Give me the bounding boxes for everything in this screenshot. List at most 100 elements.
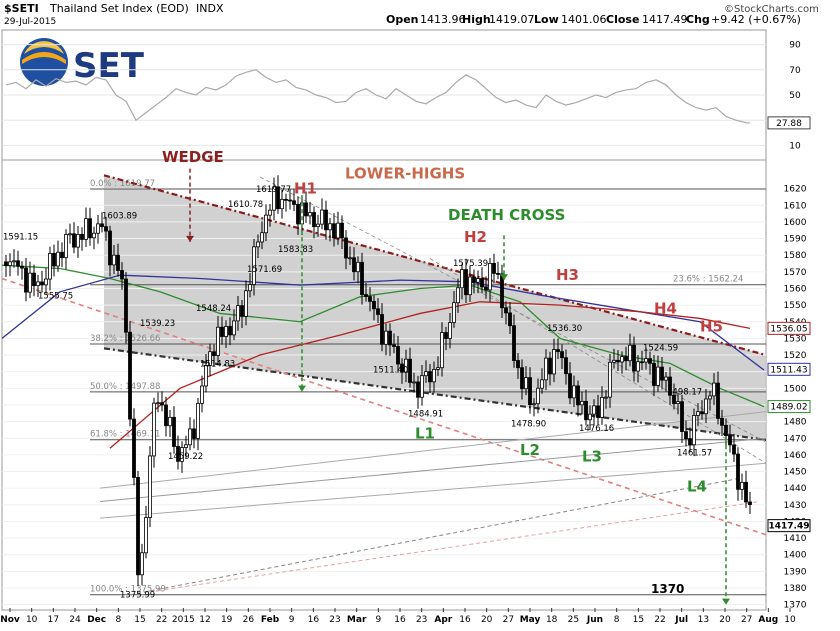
annotation-label: H2	[464, 228, 487, 246]
price-tick-label: 1390	[784, 567, 807, 577]
logo-text: SET	[73, 46, 145, 86]
candle-body	[416, 381, 420, 398]
candle-body	[468, 276, 472, 296]
x-tick-label: 18	[546, 615, 558, 625]
low-label: Low	[534, 13, 559, 26]
candle-body	[96, 223, 100, 234]
x-tick-label: 23	[329, 615, 340, 625]
x-tick-label: 27	[503, 615, 514, 625]
candle-body	[676, 401, 680, 405]
candle-body	[404, 358, 408, 373]
candle-body	[548, 357, 552, 375]
candle-body	[368, 296, 372, 302]
candle-body	[412, 381, 416, 384]
price-tick-label: 1480	[784, 418, 807, 428]
symbol: $SETI	[4, 2, 39, 15]
annotation-label: WEDGE	[162, 148, 224, 166]
price-tick-label: 1430	[784, 501, 807, 511]
x-tick-label: 22	[654, 615, 665, 625]
candle-body	[120, 270, 124, 280]
annotation-label: L4	[687, 478, 707, 496]
candle-body	[380, 314, 384, 345]
candle-body	[24, 267, 28, 293]
side-value-label: 1417.49	[769, 522, 810, 532]
candle-body	[184, 444, 188, 449]
gray-fan-line	[99, 462, 767, 519]
price-label: 1524.59	[643, 343, 678, 353]
side-value-label: 1536.05	[770, 324, 807, 334]
candle-body	[344, 237, 348, 259]
candle-body	[256, 241, 260, 248]
candle-body	[280, 198, 284, 210]
candle-body	[124, 278, 128, 333]
rsi-last-value: 27.88	[776, 119, 802, 129]
candle-body	[112, 254, 116, 266]
candle-body	[608, 361, 612, 398]
candle-body	[148, 455, 152, 518]
candle-body	[408, 358, 412, 383]
price-label: 1461.57	[677, 448, 712, 458]
candle-body	[684, 431, 688, 439]
high-label: High	[462, 13, 491, 26]
price-tick-label: 1520	[784, 351, 807, 361]
candle-body	[536, 387, 540, 405]
candle-body	[696, 411, 700, 416]
candle-body	[252, 246, 256, 285]
candle-body	[172, 416, 176, 447]
candle-body	[320, 209, 324, 225]
close-label: Close	[606, 13, 639, 26]
x-tick-label: 16	[459, 615, 471, 625]
x-tick-label: 15	[633, 615, 644, 625]
rsi-tick-label: 70	[789, 66, 801, 76]
fib-label: 0.0% : 1619.77	[90, 179, 155, 189]
candle-body	[220, 326, 224, 337]
candle-body	[556, 349, 560, 353]
candle-body	[580, 400, 584, 406]
candle-body	[364, 294, 368, 297]
index-name: Thailand Set Index (EOD)	[49, 2, 189, 15]
candle-body	[432, 369, 436, 383]
x-tick-label: 10	[26, 615, 38, 625]
candle-body	[572, 385, 576, 399]
candle-body	[384, 330, 388, 345]
x-tick-label: 19	[221, 615, 233, 625]
candle-body	[156, 402, 160, 405]
brand: ©StockCharts.com	[724, 4, 819, 15]
x-tick-label: 9	[289, 615, 295, 625]
candle-body	[360, 261, 364, 295]
candle-body	[340, 222, 344, 239]
x-tick-label: 20	[719, 615, 731, 625]
x-tick-label: 8	[115, 615, 121, 625]
candle-body	[100, 223, 104, 228]
annotation-label: L3	[582, 448, 602, 466]
x-tick-label: 13	[698, 615, 709, 625]
candle-body	[72, 233, 76, 248]
candle-body	[584, 400, 588, 421]
exchange: INDX	[196, 2, 224, 15]
x-tick-label: 12	[199, 615, 210, 625]
annotation-label: LOWER-HIGHS	[345, 165, 465, 183]
candle-body	[520, 367, 524, 390]
fib-label: 100.0% : 1375.99	[90, 585, 166, 595]
price-label: 1484.91	[408, 409, 443, 419]
candle-body	[596, 405, 600, 418]
candle-body	[420, 375, 424, 398]
candle-body	[620, 356, 624, 363]
candle-body	[460, 269, 464, 289]
candle-body	[268, 209, 272, 216]
candle-body	[512, 325, 516, 361]
candle-body	[292, 200, 296, 205]
price-tick-label: 1610	[784, 201, 807, 211]
annotation-label: L1	[415, 424, 435, 442]
side-value-box	[767, 362, 811, 376]
candle-body	[680, 401, 684, 432]
logo-circle	[20, 38, 68, 86]
arrow-head	[500, 274, 508, 281]
candle-body	[208, 351, 212, 366]
price-label: 1603.89	[102, 211, 137, 221]
price-label: 1591.15	[3, 233, 38, 243]
candle-body	[308, 212, 312, 217]
candle-body	[628, 344, 632, 362]
candle-body	[400, 363, 404, 373]
candle-body	[640, 361, 644, 364]
